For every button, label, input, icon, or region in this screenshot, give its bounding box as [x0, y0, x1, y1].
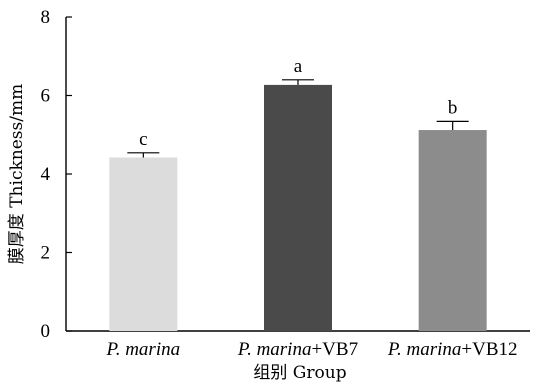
x-axis: P. marina P. marina+VB7 P. marina+VB12 [66, 325, 530, 360]
bar [109, 157, 178, 331]
y-tick-label: 6 [41, 86, 51, 107]
bar [264, 84, 332, 331]
y-axis: 0 2 4 6 8 [41, 7, 72, 342]
category-suffix: +VB12 [461, 339, 517, 360]
x-axis-title: 组别 Group [253, 363, 346, 383]
y-axis-title: 膜厚度 Thickness/mm [7, 84, 27, 264]
significance-label: a [294, 56, 303, 77]
y-tick-label: 0 [41, 321, 51, 342]
category-species: P. marina [387, 339, 462, 360]
category-species: P. marina [106, 339, 181, 360]
category-suffix: +VB7 [311, 339, 358, 360]
y-tick-label: 2 [41, 243, 51, 264]
bar [418, 130, 487, 331]
x-tick-label: P. marina+VB7 [237, 339, 358, 360]
x-tick-label: P. marina [106, 339, 181, 360]
bars: c a b [109, 56, 487, 331]
category-species: P. marina [237, 339, 312, 360]
y-tick-label: 4 [41, 164, 51, 185]
significance-label: b [448, 97, 458, 118]
x-tick-label: P. marina+VB12 [387, 339, 518, 360]
significance-label: c [139, 129, 147, 150]
y-tick-label: 8 [41, 7, 51, 28]
